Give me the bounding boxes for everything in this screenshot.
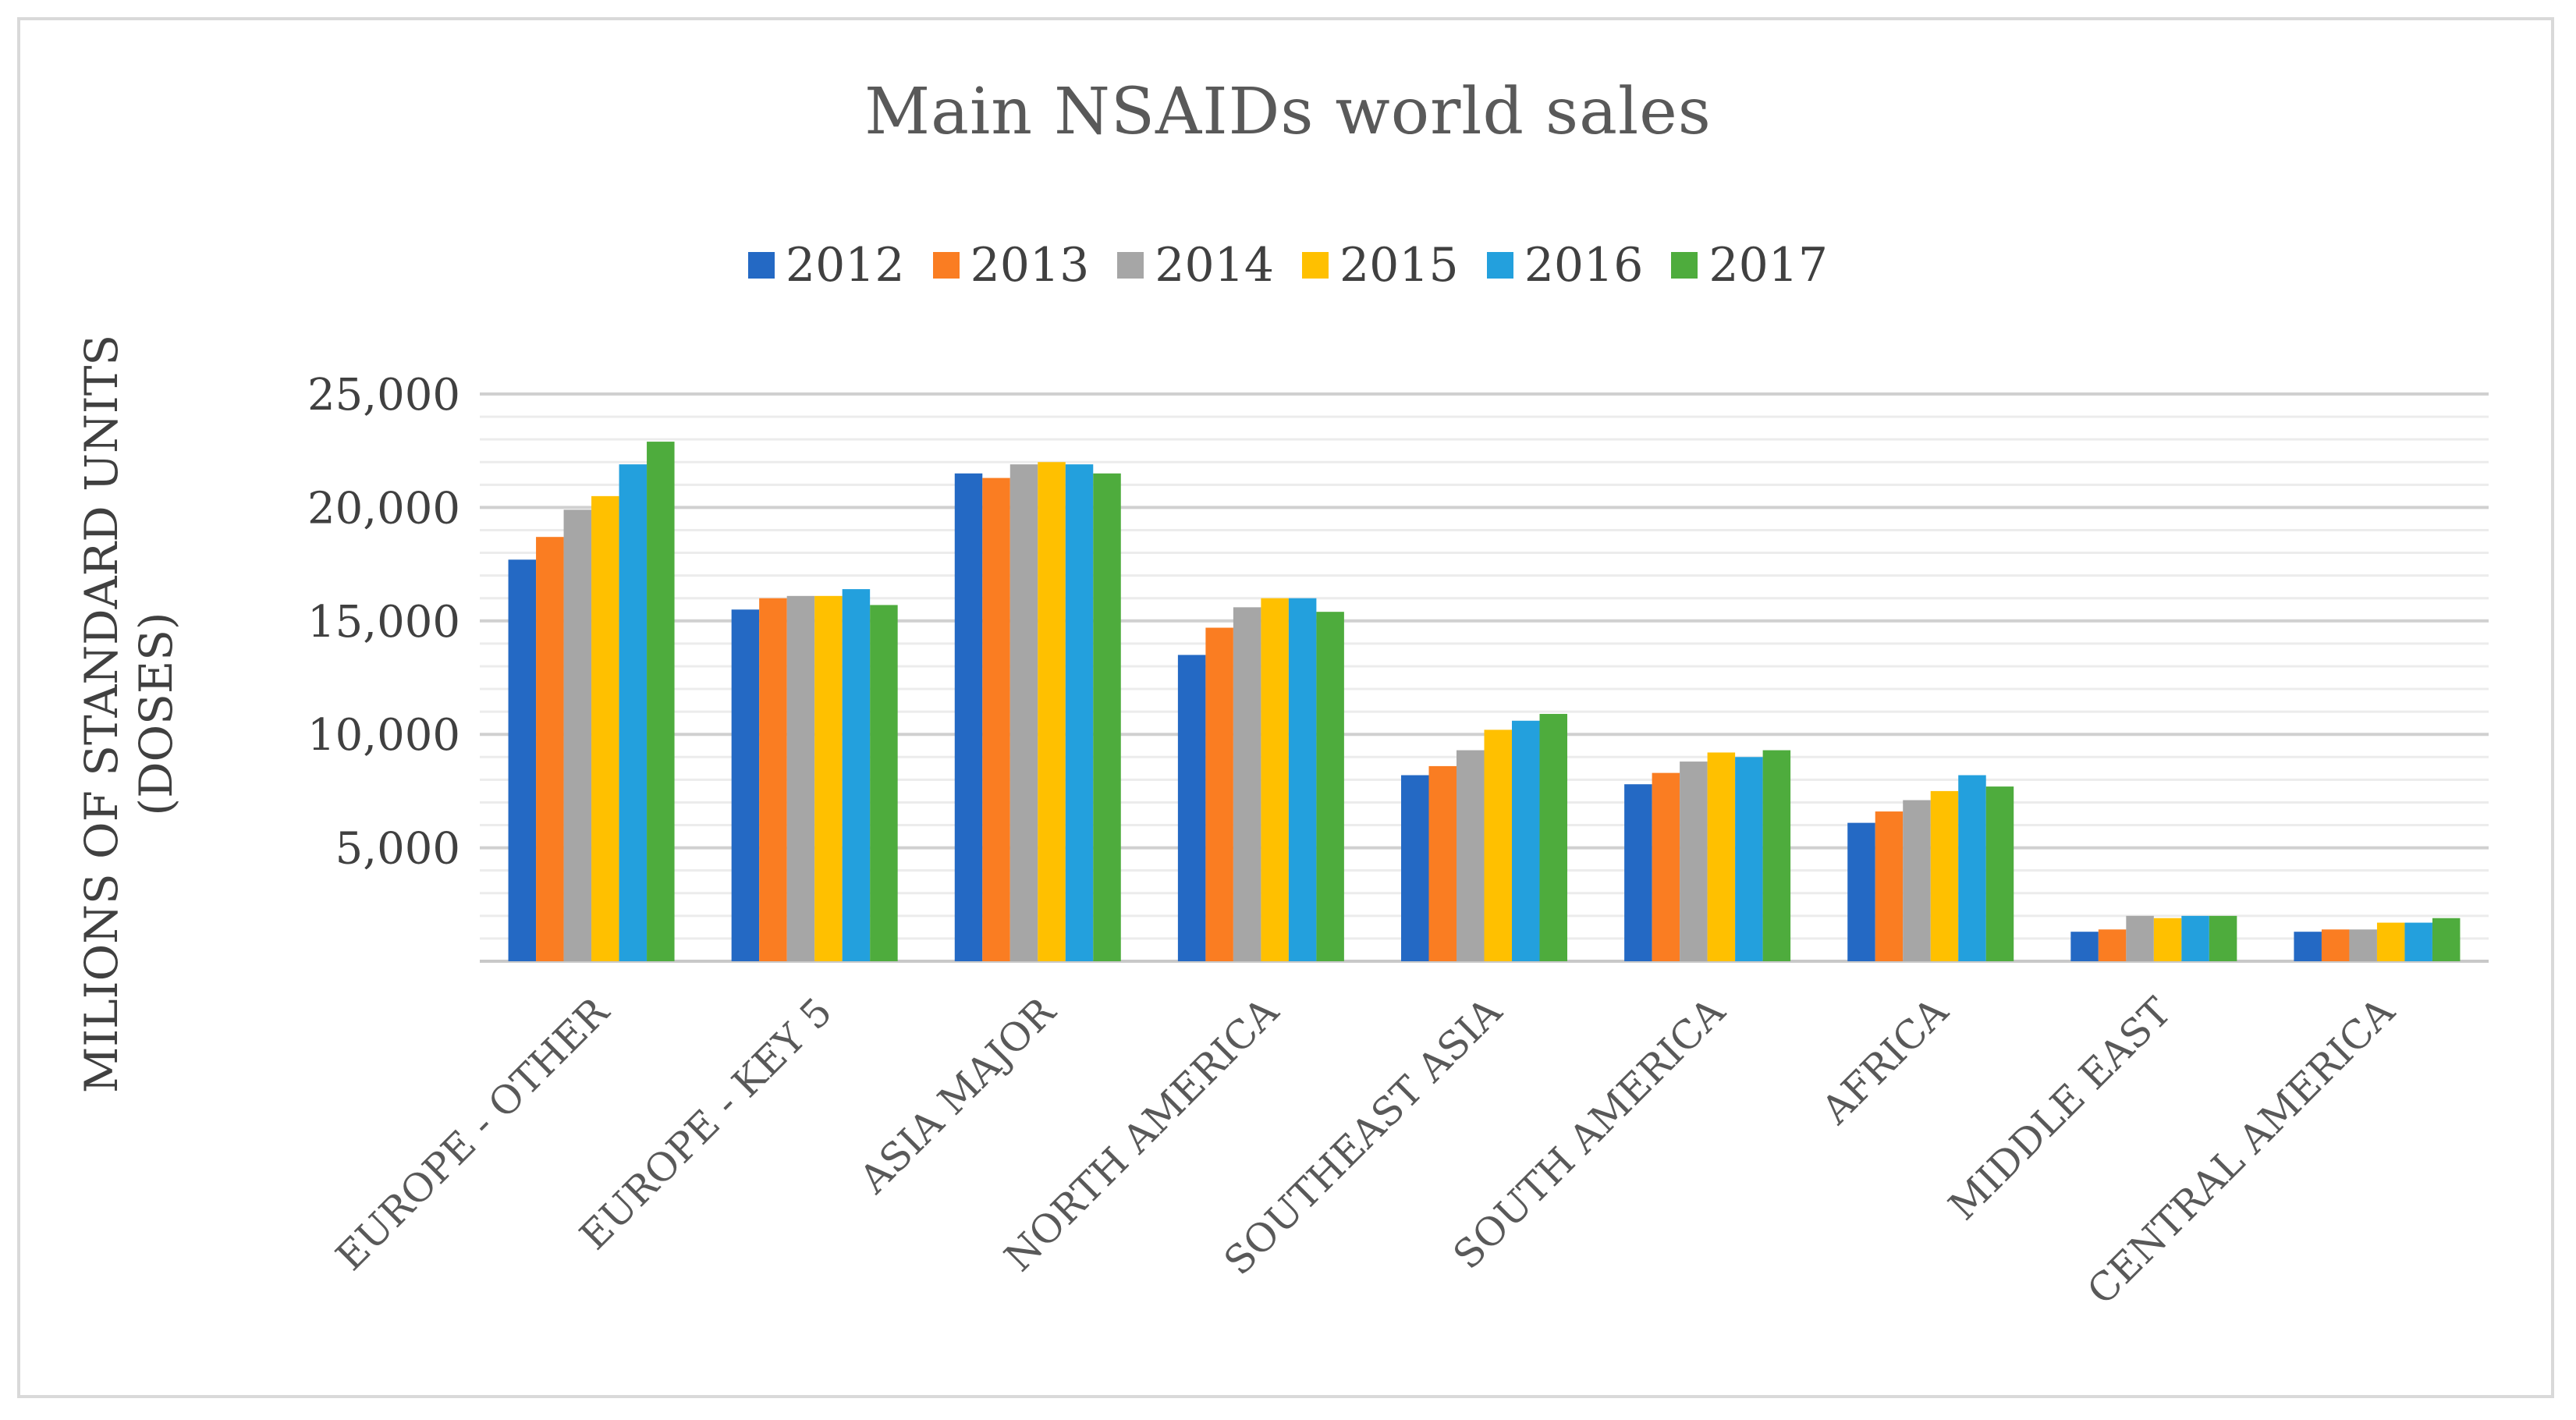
legend-swatch-2015 [1302, 252, 1329, 279]
y-tick-label: 20,000 [307, 483, 460, 534]
legend-swatch-2012 [747, 252, 775, 279]
x-category-label-europe-other: EUROPE - OTHER [327, 989, 618, 1280]
legend-swatch-2014 [1117, 252, 1144, 279]
bars [508, 442, 2461, 961]
bar-middle-east-2012 [2070, 932, 2099, 961]
bar-europe-key-5-2013 [759, 598, 787, 961]
x-category-label-africa: AFRICA [1812, 989, 1957, 1134]
bar-europe-key-5-2016 [842, 589, 871, 961]
bar-central-america-2013 [2321, 929, 2350, 961]
legend-swatch-2017 [1671, 252, 1698, 279]
bar-south-america-2016 [1735, 757, 1763, 961]
bar-south-america-2015 [1707, 752, 1736, 961]
bar-africa-2012 [1847, 822, 1875, 961]
y-tick-label: 25,000 [307, 370, 460, 421]
bar-south-america-2014 [1680, 761, 1708, 961]
bar-asia-major-2013 [982, 477, 1010, 961]
legend-swatch-2016 [1486, 252, 1513, 279]
legend-swatch-2013 [932, 252, 960, 279]
legend-label-2015: 2015 [1339, 238, 1459, 293]
bar-europe-other-2015 [591, 495, 619, 961]
chart-legend: 2012 2013 2014 2015 2016 2017 [0, 234, 2576, 296]
bar-central-america-2012 [2294, 932, 2322, 961]
bar-middle-east-2015 [2153, 918, 2182, 961]
bar-north-america-2017 [1316, 612, 1344, 961]
bar-south-america-2013 [1652, 772, 1680, 961]
y-tick-label: 10,000 [307, 710, 460, 761]
bar-north-america-2013 [1205, 627, 1233, 961]
bar-south-america-2012 [1624, 784, 1652, 961]
bar-southeast-asia-2014 [1457, 750, 1485, 961]
bar-southeast-asia-2017 [1539, 714, 1567, 961]
bar-asia-major-2012 [954, 473, 983, 961]
bar-europe-key-5-2017 [870, 605, 898, 961]
chart-title: Main NSAIDs world sales [864, 75, 1712, 149]
bar-middle-east-2017 [2209, 915, 2237, 961]
bar-middle-east-2014 [2126, 915, 2154, 961]
legend-item-2012: 2012 [747, 238, 905, 293]
legend-item-2017: 2017 [1671, 238, 1828, 293]
legend-item-2016: 2016 [1486, 238, 1644, 293]
x-category-label-europe-key-5: EUROPE - KEY 5 [571, 989, 841, 1258]
x-category-label-middle-east: MIDDLE EAST [1940, 989, 2180, 1229]
y-tick-labels: 5,000 10,000 15,000 20,000 25,000 [307, 370, 460, 875]
bar-central-america-2014 [2349, 929, 2377, 961]
bar-southeast-asia-2012 [1401, 775, 1429, 961]
legend-label-2014: 2014 [1155, 238, 1274, 293]
bar-europe-other-2017 [647, 442, 675, 961]
bar-southeast-asia-2016 [1512, 720, 1540, 961]
bar-southeast-asia-2015 [1484, 730, 1512, 961]
bar-north-america-2016 [1288, 598, 1317, 961]
legend-item-2013: 2013 [932, 238, 1090, 293]
bar-europe-key-5-2015 [814, 595, 843, 961]
bar-africa-2014 [1903, 800, 1931, 961]
y-tick-label: 15,000 [307, 597, 460, 648]
bar-europe-other-2014 [563, 509, 592, 961]
legend-label-2016: 2016 [1524, 238, 1644, 293]
legend-item-2015: 2015 [1302, 238, 1459, 293]
bar-africa-2017 [1985, 786, 2014, 961]
bar-asia-major-2017 [1093, 473, 1121, 961]
bar-north-america-2015 [1261, 598, 1289, 961]
legend-label-2013: 2013 [970, 238, 1090, 293]
bar-north-america-2012 [1177, 655, 1206, 961]
bar-africa-2015 [1930, 790, 1959, 961]
bar-asia-major-2014 [1009, 464, 1038, 961]
bar-middle-east-2013 [2098, 929, 2127, 961]
bar-europe-other-2016 [619, 464, 648, 961]
bar-middle-east-2016 [2181, 915, 2209, 961]
legend-label-2017: 2017 [1708, 238, 1829, 293]
bar-europe-key-5-2014 [786, 595, 815, 961]
bar-north-america-2014 [1233, 607, 1261, 961]
bar-south-america-2017 [1762, 750, 1791, 961]
bar-africa-2016 [1958, 775, 1986, 961]
legend-label-2012: 2012 [785, 238, 905, 293]
bar-europe-other-2012 [508, 559, 537, 961]
bar-asia-major-2016 [1065, 464, 1094, 961]
bar-central-america-2017 [2432, 918, 2461, 961]
bar-africa-2013 [1875, 811, 1904, 961]
bar-europe-other-2013 [536, 537, 564, 961]
bar-europe-key-5-2012 [731, 609, 760, 961]
y-tick-label: 5,000 [335, 824, 460, 875]
bar-central-america-2015 [2376, 922, 2405, 961]
x-category-label-asia-major: ASIA MAJOR [850, 989, 1065, 1203]
bar-central-america-2016 [2404, 922, 2432, 961]
bar-asia-major-2015 [1038, 462, 1066, 961]
legend-item-2014: 2014 [1117, 238, 1274, 293]
bar-southeast-asia-2013 [1428, 765, 1457, 961]
